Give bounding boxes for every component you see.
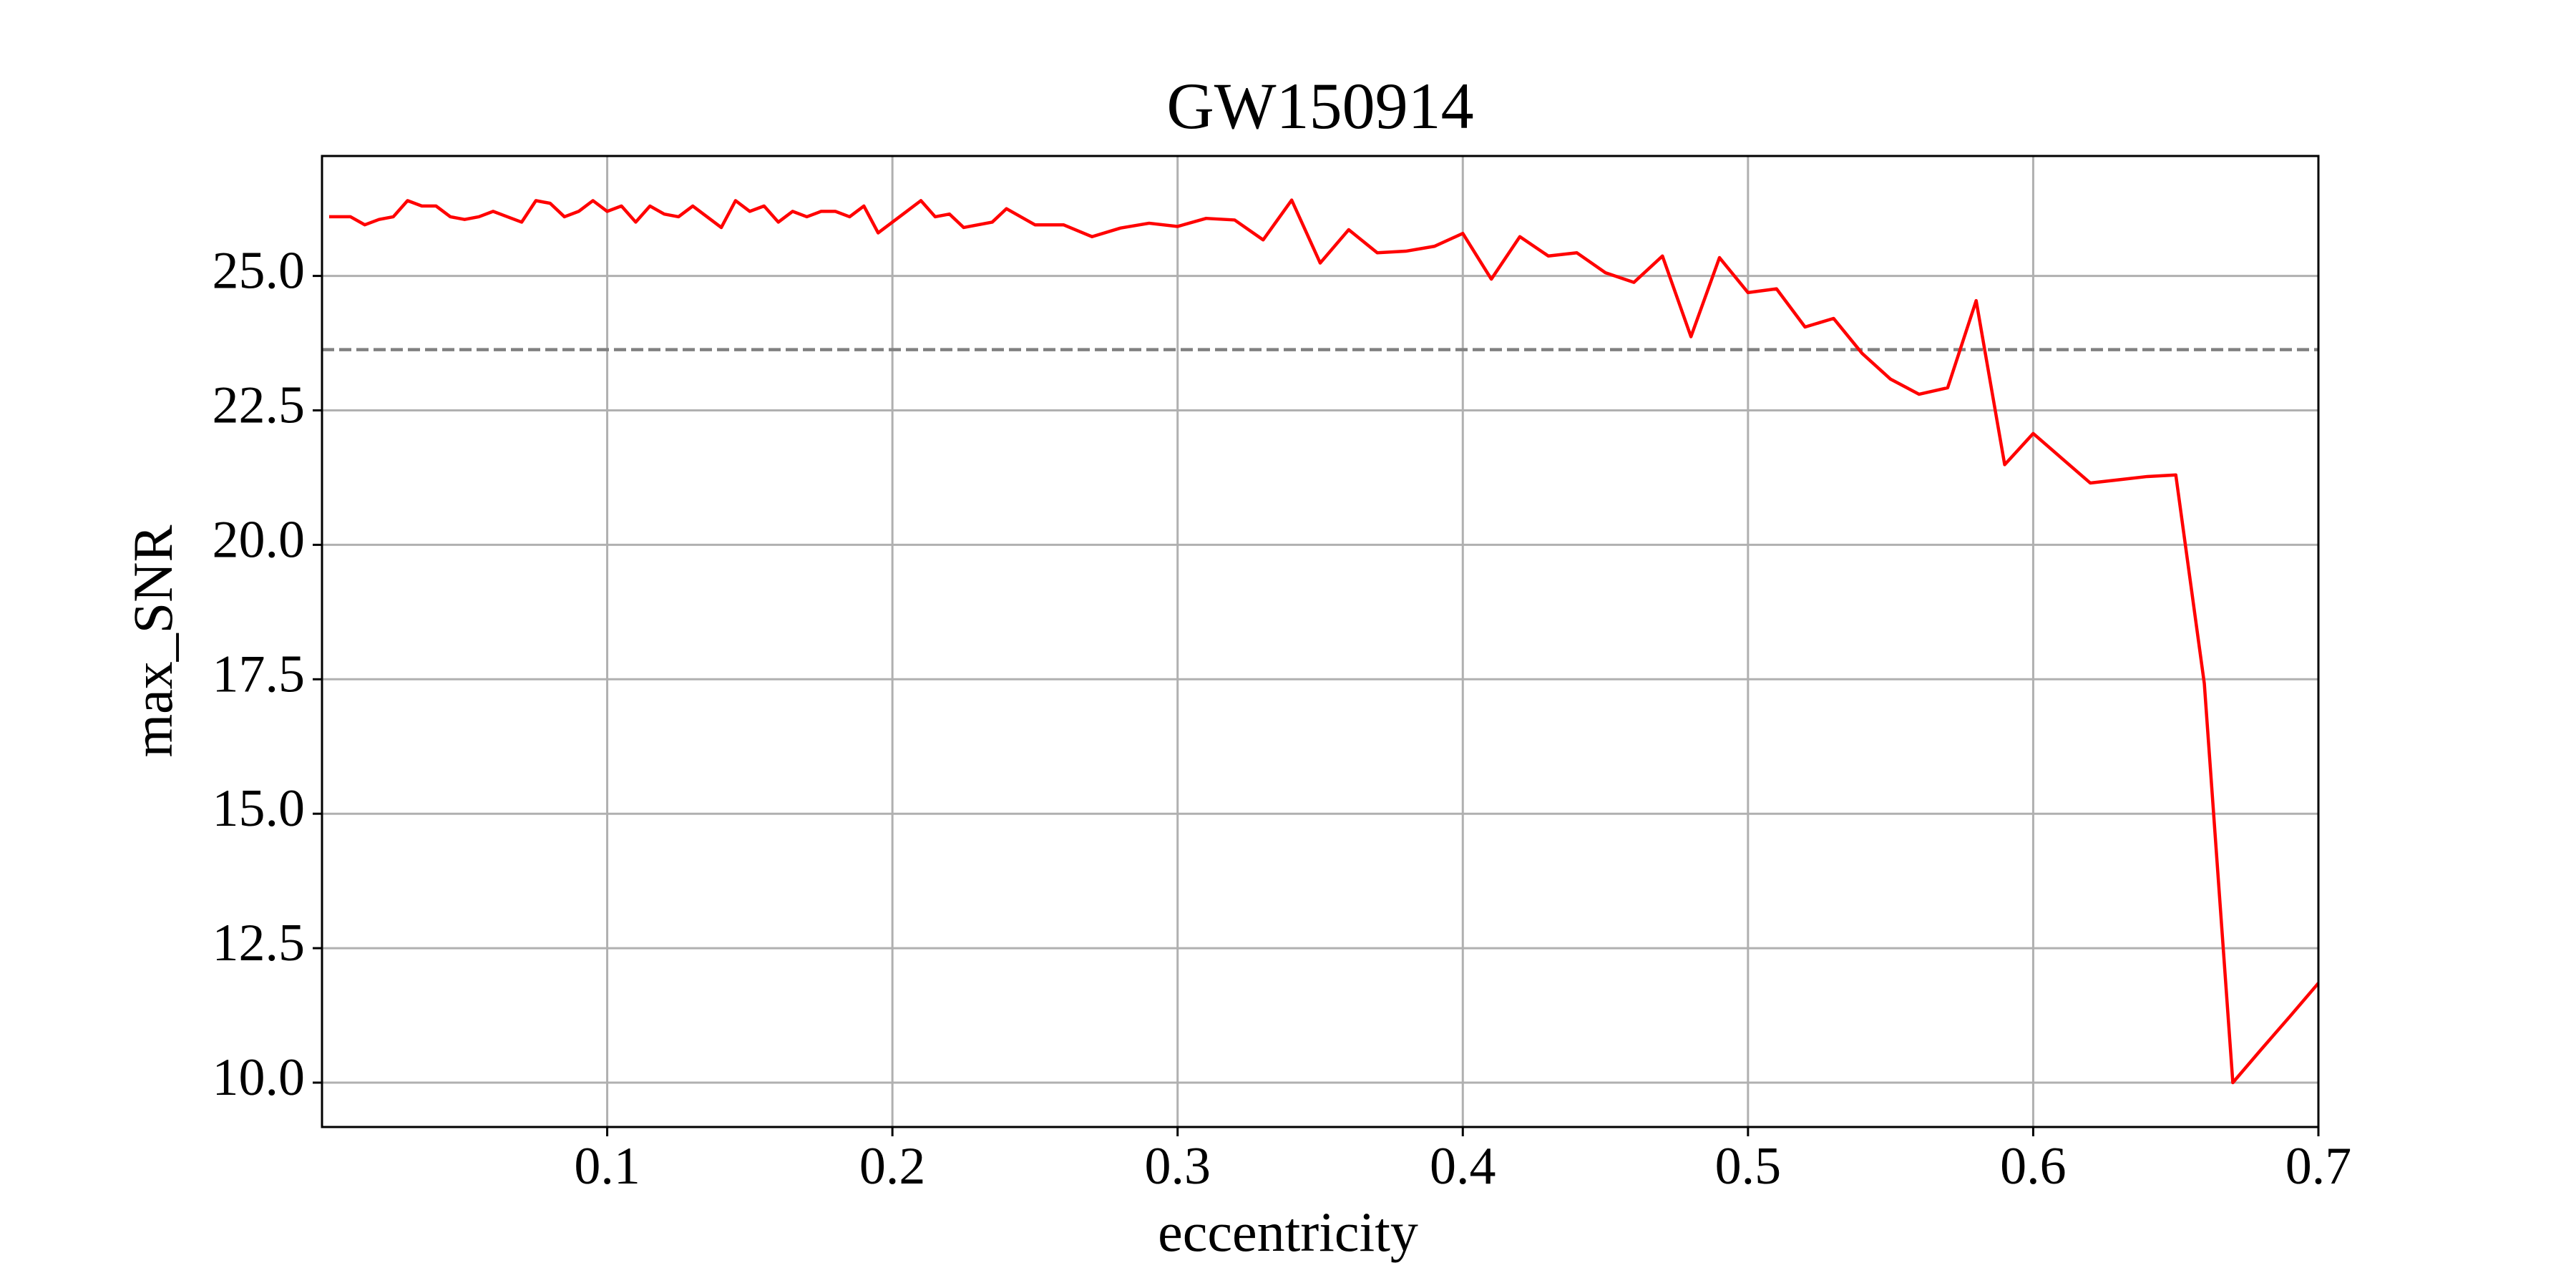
x-tick-label: 0.7 [2285,1137,2352,1196]
x-tick-label: 0.3 [1144,1137,1211,1196]
y-tick-label: 12.5 [213,914,306,972]
y-tick-label: 25.0 [213,242,306,301]
x-tick-label: 0.1 [574,1137,640,1196]
data-line [328,198,2320,1085]
y-tick-label: 22.5 [213,376,306,434]
y-tick-label: 20.0 [213,510,306,569]
y-tick-label: 10.0 [213,1048,306,1107]
y-tick-label: 15.0 [213,779,306,838]
y-axis-label: max_SNR [122,525,184,757]
chart-title: GW150914 [1166,69,1473,142]
x-tick-label: 0.4 [1430,1137,1496,1196]
x-axis-label: eccentricity [1158,1201,1418,1263]
x-tick-label: 0.6 [2000,1137,2067,1196]
y-tick-label: 17.5 [213,645,306,703]
x-tick-label: 0.5 [1715,1137,1782,1196]
x-tick-label: 0.2 [859,1137,926,1196]
plot-frame [321,155,2320,1128]
